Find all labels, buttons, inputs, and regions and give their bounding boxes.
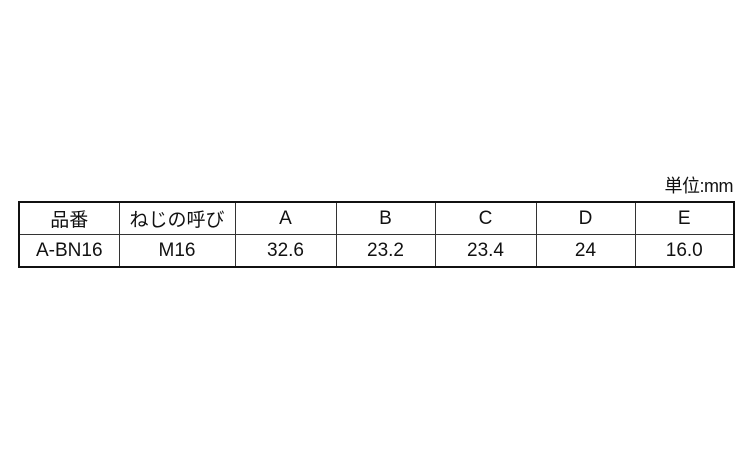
header-e: E [634,201,735,235]
cell-a: 32.6 [234,234,337,268]
unit-label: 単位:mm [664,176,734,196]
header-part-number: 品番 [18,201,120,235]
cell-e: 16.0 [634,234,735,268]
header-c: C [434,201,537,235]
cell-c: 23.4 [434,234,537,268]
header-thread-size: ねじの呼び [118,201,236,235]
header-d: D [535,201,636,235]
table-header-row: 品番 ねじの呼び A B C D E [18,201,735,235]
cell-part-number: A-BN16 [18,234,120,268]
header-a: A [234,201,337,235]
table-row: A-BN16 M16 32.6 23.2 23.4 24 16.0 [18,234,735,268]
cell-d: 24 [535,234,636,268]
cell-b: 23.2 [335,234,436,268]
dimension-table: 品番 ねじの呼び A B C D E A-BN16 M16 32.6 23.2 … [18,201,735,268]
cell-thread-size: M16 [118,234,236,268]
header-b: B [335,201,436,235]
